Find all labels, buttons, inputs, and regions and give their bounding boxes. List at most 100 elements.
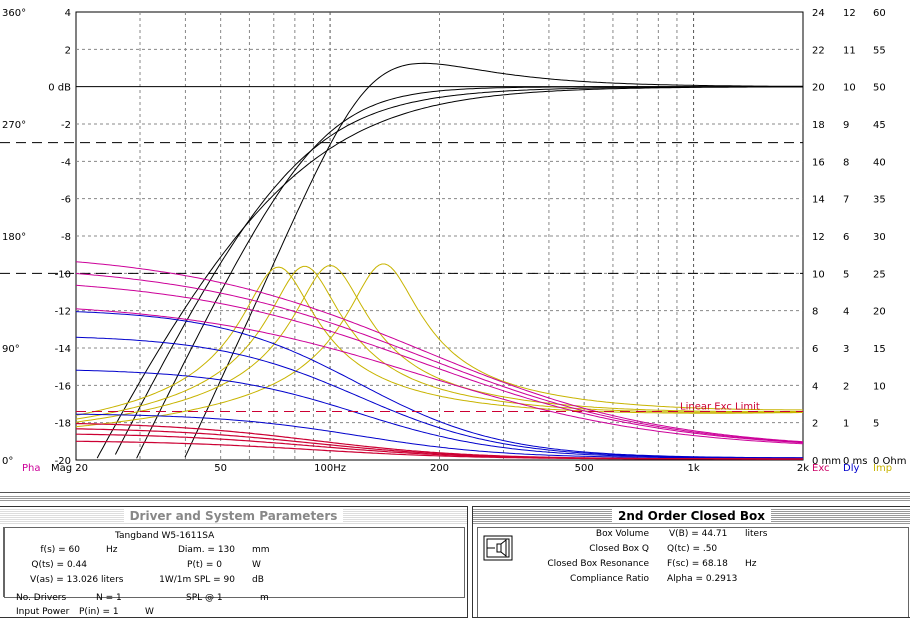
spl-distance-field[interactable]: SPL @ 1 <box>186 593 223 603</box>
right-axis-tick-label: 5 <box>843 269 849 280</box>
y-tick-label: -16 <box>55 381 71 392</box>
x-tick-label: 50 <box>214 463 227 474</box>
compliance-ratio-label: Compliance Ratio <box>570 574 649 584</box>
right-axis-tick-label: 0 ms <box>843 456 868 467</box>
right-axis-tick-label: 3 <box>843 344 849 355</box>
phase-axis-name: Pha <box>22 463 41 474</box>
diam-field[interactable]: Diam. = 130 <box>177 545 235 555</box>
x-tick-label: 1k <box>687 463 699 474</box>
impedance-curve <box>75 266 803 416</box>
phase-tick-label: 270° <box>2 120 26 131</box>
closed-box-fields <box>477 527 909 617</box>
right-axis-tick-label: 8 <box>843 157 849 168</box>
input-power-field[interactable]: P(in) = 1 <box>79 607 119 617</box>
right-axis-tick-label: 25 <box>873 269 886 280</box>
right-axis-tick-label: 4 <box>812 381 818 392</box>
y-tick-label: -18 <box>55 419 71 430</box>
right-axis-tick-label: 35 <box>873 195 886 206</box>
right-axis-tick-label: 1 <box>843 419 849 430</box>
closed-box-resonance-field[interactable]: F(sc) = 68.18 <box>667 559 728 569</box>
panel-scrollbar[interactable] <box>0 527 4 597</box>
x-tick-label: 500 <box>575 463 594 474</box>
delay-curve <box>76 413 803 459</box>
window-divider[interactable] <box>0 492 910 507</box>
y-tick-label: 4 <box>65 8 71 19</box>
spl-field[interactable]: 1W/1m SPL = 90 <box>159 575 235 585</box>
right-axis-tick-label: 5 <box>873 419 879 430</box>
input-power-label: Input Power <box>16 607 70 617</box>
driver-parameters-box <box>4 527 465 598</box>
closed-box-resonance-label: Closed Box Resonance <box>547 559 649 569</box>
right-axis-tick-label: 14 <box>812 195 825 206</box>
x-tick-label: Mag 20 <box>51 463 88 474</box>
y-tick-label: 2 <box>65 45 71 56</box>
pt-unit: W <box>252 560 261 570</box>
ndrivers-field[interactable]: N = 1 <box>96 593 122 603</box>
right-axis-tick-label: 8 <box>812 307 818 318</box>
right-axis-tick-label: 24 <box>812 8 825 19</box>
spl-unit: dB <box>252 575 264 585</box>
box-volume-field[interactable]: V(B) = 44.71 <box>669 529 728 539</box>
right-axis-tick-label: 40 <box>873 157 886 168</box>
phase-curve <box>75 284 804 444</box>
closed-box-panel: 2nd Order Closed Box Box Volume V(B) = 4… <box>472 506 910 618</box>
vas-field[interactable]: V(as) = 13.026 liters <box>30 575 124 585</box>
right-axis-tick-label: 20 <box>873 307 886 318</box>
right-axis-tick-label: 4 <box>843 307 849 318</box>
right-axis-tick-label: 55 <box>873 45 886 56</box>
excursion-limit-label: Linear Exc Limit <box>680 401 760 412</box>
right-axis-tick-label: 10 <box>843 83 856 94</box>
right-axis-tick-label: 16 <box>812 157 825 168</box>
right-axis-tick-label: 7 <box>843 195 849 206</box>
phase-curve <box>75 261 804 443</box>
x-tick-label: 200 <box>430 463 449 474</box>
right-axis-tick-label: 22 <box>812 45 825 56</box>
right-axis-tick-label: 10 <box>873 381 886 392</box>
x-tick-label: 100Hz <box>314 463 346 474</box>
closed-box-q-label: Closed Box Q <box>589 544 649 554</box>
right-axis-tick-label: 15 <box>873 344 886 355</box>
driver-panel-title: Driver and System Parameters <box>0 509 467 525</box>
spl-distance-unit: m <box>260 593 269 603</box>
right-axis-tick-label: 11 <box>843 45 856 56</box>
magnitude-curve <box>184 62 803 458</box>
compliance-ratio-field[interactable]: Alpha = 0.2913 <box>667 574 738 584</box>
right-axis-tick-label: 50 <box>873 83 886 94</box>
box-volume-unit: liters <box>745 529 768 539</box>
right-axis-tick-label: 0 mm <box>812 456 841 467</box>
driver-name[interactable]: Tangband W5-1611SA <box>115 531 215 541</box>
right-axis-tick-label: 2 <box>812 419 818 430</box>
closed-box-icon <box>483 535 513 561</box>
y-tick-label: -6 <box>61 195 71 206</box>
right-axis-tick-label: 18 <box>812 120 825 131</box>
phase-curve <box>75 273 804 443</box>
right-axis-tick-label: 30 <box>873 232 886 243</box>
impedance-curve <box>75 263 804 428</box>
right-axis-tick-label: 2 <box>843 381 849 392</box>
right-axis-tick-label: 6 <box>812 344 818 355</box>
y-tick-label: -2 <box>61 120 71 131</box>
right-axis-tick-label: 6 <box>843 232 849 243</box>
x-tick-label: 2k <box>797 463 809 474</box>
y-tick-label: -14 <box>55 344 71 355</box>
closed-box-q-field[interactable]: Q(tc) = .50 <box>667 544 718 554</box>
right-axis-tick-label: 60 <box>873 8 886 19</box>
y-tick-label: -20 <box>55 456 71 467</box>
right-axis-tick-label: 12 <box>843 8 856 19</box>
right-axis-name: Imp <box>873 463 892 474</box>
y-tick-label: -12 <box>55 307 71 318</box>
y-tick-label: -10 <box>55 269 71 280</box>
pt-field[interactable]: P(t) = 0 <box>187 560 222 570</box>
phase-tick-label: 0° <box>2 456 13 467</box>
right-axis-tick-label: 12 <box>812 232 825 243</box>
qts-field[interactable]: Q(ts) = 0.44 <box>31 560 87 570</box>
fs-unit: Hz <box>106 545 118 555</box>
fs-field[interactable]: f(s) = 60 <box>40 545 80 555</box>
impedance-curve <box>75 265 804 420</box>
magnitude-curve <box>136 86 803 459</box>
response-chart: 420 dB-2-4-6-8-10-12-14-16-18-20360°270°… <box>0 8 907 474</box>
panel-separator <box>4 597 464 598</box>
diam-unit: mm <box>252 545 270 555</box>
right-axis-tick-label: 10 <box>812 269 825 280</box>
phase-tick-label: 90° <box>2 344 20 355</box>
